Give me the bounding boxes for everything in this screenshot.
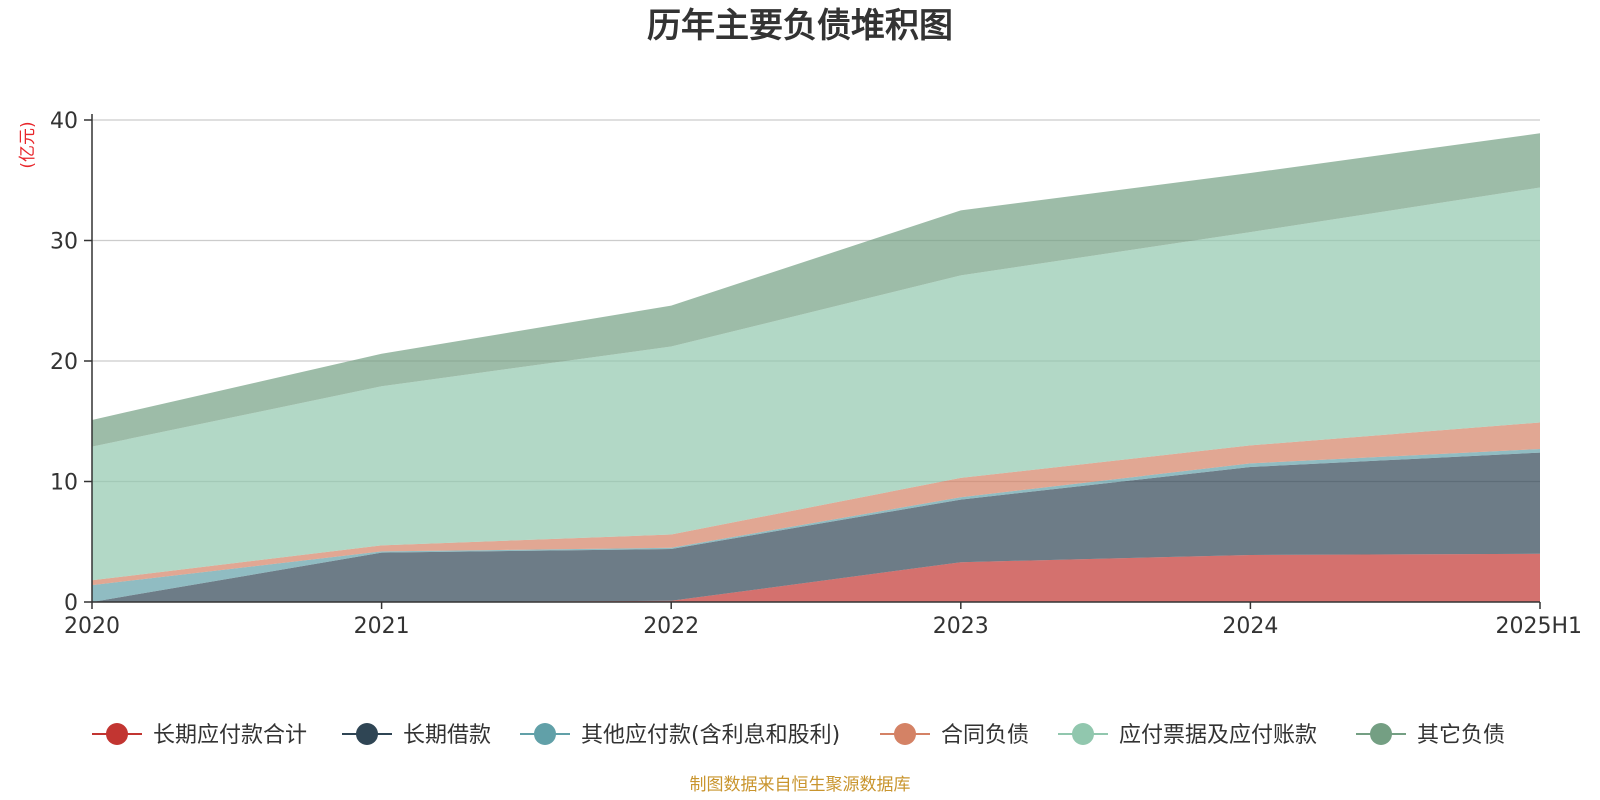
- legend-label: 其他应付款(含利息和股利): [581, 723, 840, 748]
- axes: 0 10 20 30 40 2020 2021 2022 2023 2024 2025H1: [50, 109, 1582, 639]
- chart-title: 历年主要负债堆积图: [647, 6, 953, 46]
- y-tick-label: 20: [50, 350, 78, 375]
- legend-item[interactable]: 合同负债: [880, 723, 1029, 748]
- y-tick-label: 40: [50, 109, 78, 134]
- legend-circle-icon: [356, 723, 378, 745]
- legend-label: 长期借款: [403, 723, 491, 748]
- area-series-5: [92, 133, 1540, 447]
- legend-circle-icon: [534, 723, 556, 745]
- area-series-group: [92, 133, 1540, 602]
- legend-item[interactable]: 其他应付款(含利息和股利): [520, 723, 840, 748]
- legend-circle-icon: [1072, 723, 1094, 745]
- source-note: 制图数据来自恒生聚源数据库: [690, 775, 911, 795]
- area-series-3: [92, 422, 1540, 586]
- legend-label: 其它负债: [1417, 723, 1505, 748]
- legend-label: 长期应付款合计: [153, 723, 307, 748]
- legend-item[interactable]: 其它负债: [1356, 723, 1505, 748]
- x-tick-label: 2022: [643, 614, 699, 639]
- legend-label: 合同负债: [941, 723, 1029, 748]
- x-tick-label: 2023: [933, 614, 989, 639]
- y-tick-label: 10: [50, 471, 78, 496]
- legend: 长期应付款合计 长期借款 其他应付款(含利息和股利) 合同负债 应付票据及应付账款 其它负…: [92, 723, 1505, 748]
- y-tick-label: 30: [50, 230, 78, 255]
- legend-item[interactable]: 应付票据及应付账款: [1058, 723, 1317, 748]
- y-tick-label: 0: [64, 591, 78, 616]
- area-series-1: [92, 452, 1540, 602]
- x-tick-label: 2021: [354, 614, 410, 639]
- legend-label: 应付票据及应付账款: [1119, 723, 1317, 748]
- x-tick-label: 2020: [64, 614, 120, 639]
- legend-circle-icon: [894, 723, 916, 745]
- legend-circle-icon: [106, 723, 128, 745]
- legend-item[interactable]: 长期应付款合计: [92, 723, 307, 748]
- x-tick-label: 2024: [1222, 614, 1278, 639]
- area-series-0: [92, 553, 1540, 602]
- x-tick-label: 2025H1: [1495, 614, 1582, 639]
- legend-item[interactable]: 长期借款: [342, 723, 491, 748]
- area-series-4: [92, 187, 1540, 581]
- legend-circle-icon: [1370, 723, 1392, 745]
- y-axis-unit-label: (亿元): [18, 121, 38, 168]
